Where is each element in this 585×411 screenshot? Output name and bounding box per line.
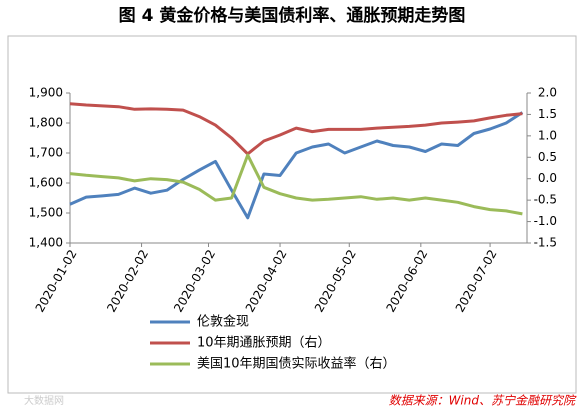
source-note: 数据来源：Wind、苏宁金融研究院 (389, 394, 577, 408)
legend-label: 伦敦金现 (197, 314, 249, 330)
y-tick-label: 1,800 (29, 116, 63, 130)
y2-tick-label: 1.0 (538, 128, 557, 142)
y-tick-label: 1,500 (29, 206, 63, 220)
x-tick-label: 2020-07-02 (453, 247, 500, 314)
legend-label: 10年期通胀预期（右） (197, 336, 331, 351)
y2-tick-label: -0.5 (534, 193, 557, 207)
chart-frame (7, 35, 577, 394)
series-line (69, 111, 524, 220)
watermark: 大数据网 (24, 394, 64, 407)
y2-tick-label: 2.0 (538, 86, 557, 100)
x-tick-label: 2020-03-02 (171, 247, 218, 314)
y2-tick-label: 0.5 (538, 150, 557, 164)
y-tick-label: 1,700 (29, 146, 63, 160)
y2-tick-label: -1.5 (534, 236, 557, 250)
x-tick-label: 2020-02-02 (104, 247, 151, 314)
x-tick-label: 2020-04-02 (243, 247, 290, 314)
y2-tick-label: 0.0 (538, 171, 557, 185)
y-tick-label: 1,900 (29, 86, 63, 100)
y-tick-label: 1,600 (29, 176, 63, 190)
x-tick-label: 2020-01-02 (33, 247, 80, 314)
y2-tick-label: 1.5 (538, 107, 557, 121)
legend-label: 美国10年期国债实际收益率（右） (197, 356, 396, 372)
y2-tick-label: -1.0 (534, 214, 557, 228)
x-tick-label: 2020-05-02 (312, 247, 359, 314)
series-line (69, 153, 523, 216)
series-line (69, 102, 523, 156)
y-tick-label: 1,400 (29, 236, 63, 250)
x-tick-label: 2020-06-02 (383, 247, 430, 314)
chart-title: 图 4 黄金价格与美国债利率、通胀预期走势图 (119, 5, 466, 26)
